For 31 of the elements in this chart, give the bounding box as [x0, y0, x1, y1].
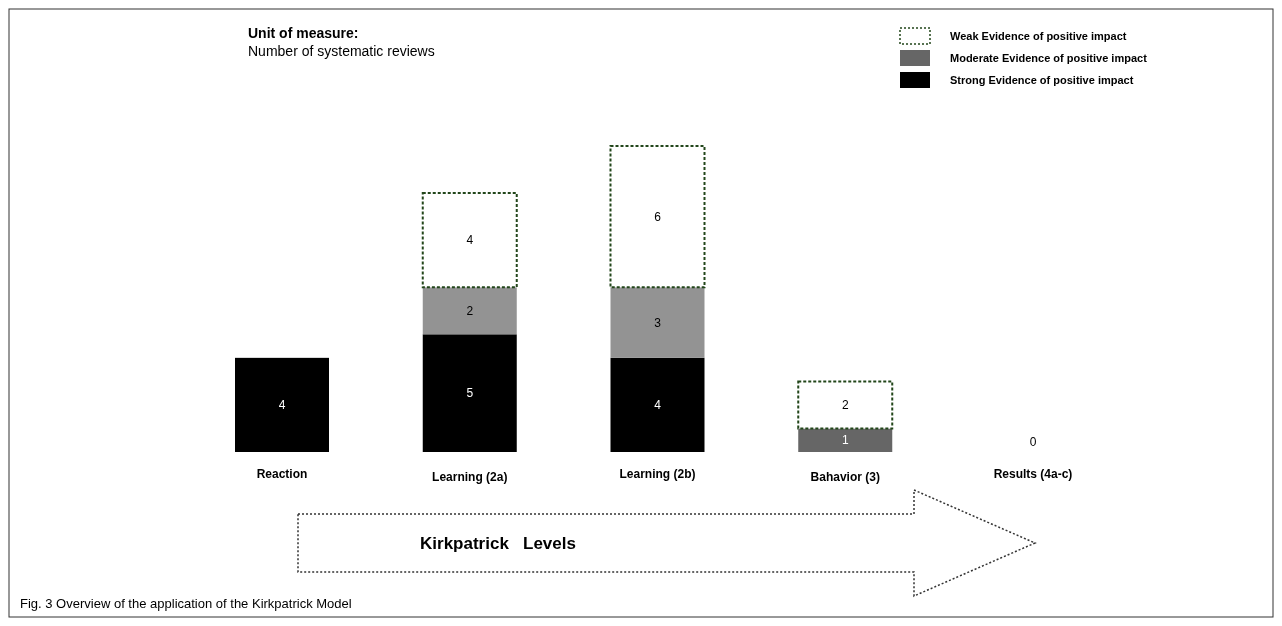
data-label: 4 — [466, 233, 474, 248]
data-label: 6 — [654, 209, 662, 224]
x-tick-label: Results (4a-c) — [993, 467, 1073, 481]
data-label: 5 — [466, 386, 474, 401]
x-tick-label: Learning (2b) — [619, 467, 696, 481]
legend-label: Weak Evidence of positive impact — [950, 30, 1127, 42]
data-label: 4 — [278, 397, 286, 412]
legend-label: Strong Evidence of positive impact — [950, 74, 1134, 86]
bar — [797, 380, 894, 430]
data-label: 1 — [841, 433, 849, 448]
bar — [422, 334, 517, 452]
data-label: 4 — [654, 397, 662, 412]
x-tick-label: Learning (2a) — [432, 470, 508, 484]
chart-subtitle: Number of systematic reviews — [248, 43, 435, 59]
data-label: 0 — [1029, 435, 1037, 449]
bar — [610, 357, 705, 452]
bar — [422, 287, 517, 335]
bar — [235, 357, 329, 452]
data-label: 2 — [466, 303, 474, 318]
bar — [798, 428, 893, 452]
data-label: 2 — [841, 397, 849, 412]
x-axis-title: Kirkpatrick Levels — [420, 534, 576, 553]
x-tick-label: Bahavior (3) — [810, 470, 880, 484]
legend-label: Moderate Evidence of positive impact — [950, 52, 1148, 64]
data-label: 3 — [654, 315, 662, 330]
caption: Fig. 3 Overview of the application of the Kirkpatrick Model — [20, 596, 352, 611]
x-tick-label: Reaction — [256, 467, 308, 481]
bar — [609, 145, 706, 289]
chart-title: Unit of measure: — [248, 25, 359, 41]
bar — [610, 287, 705, 358]
bar — [421, 192, 518, 289]
